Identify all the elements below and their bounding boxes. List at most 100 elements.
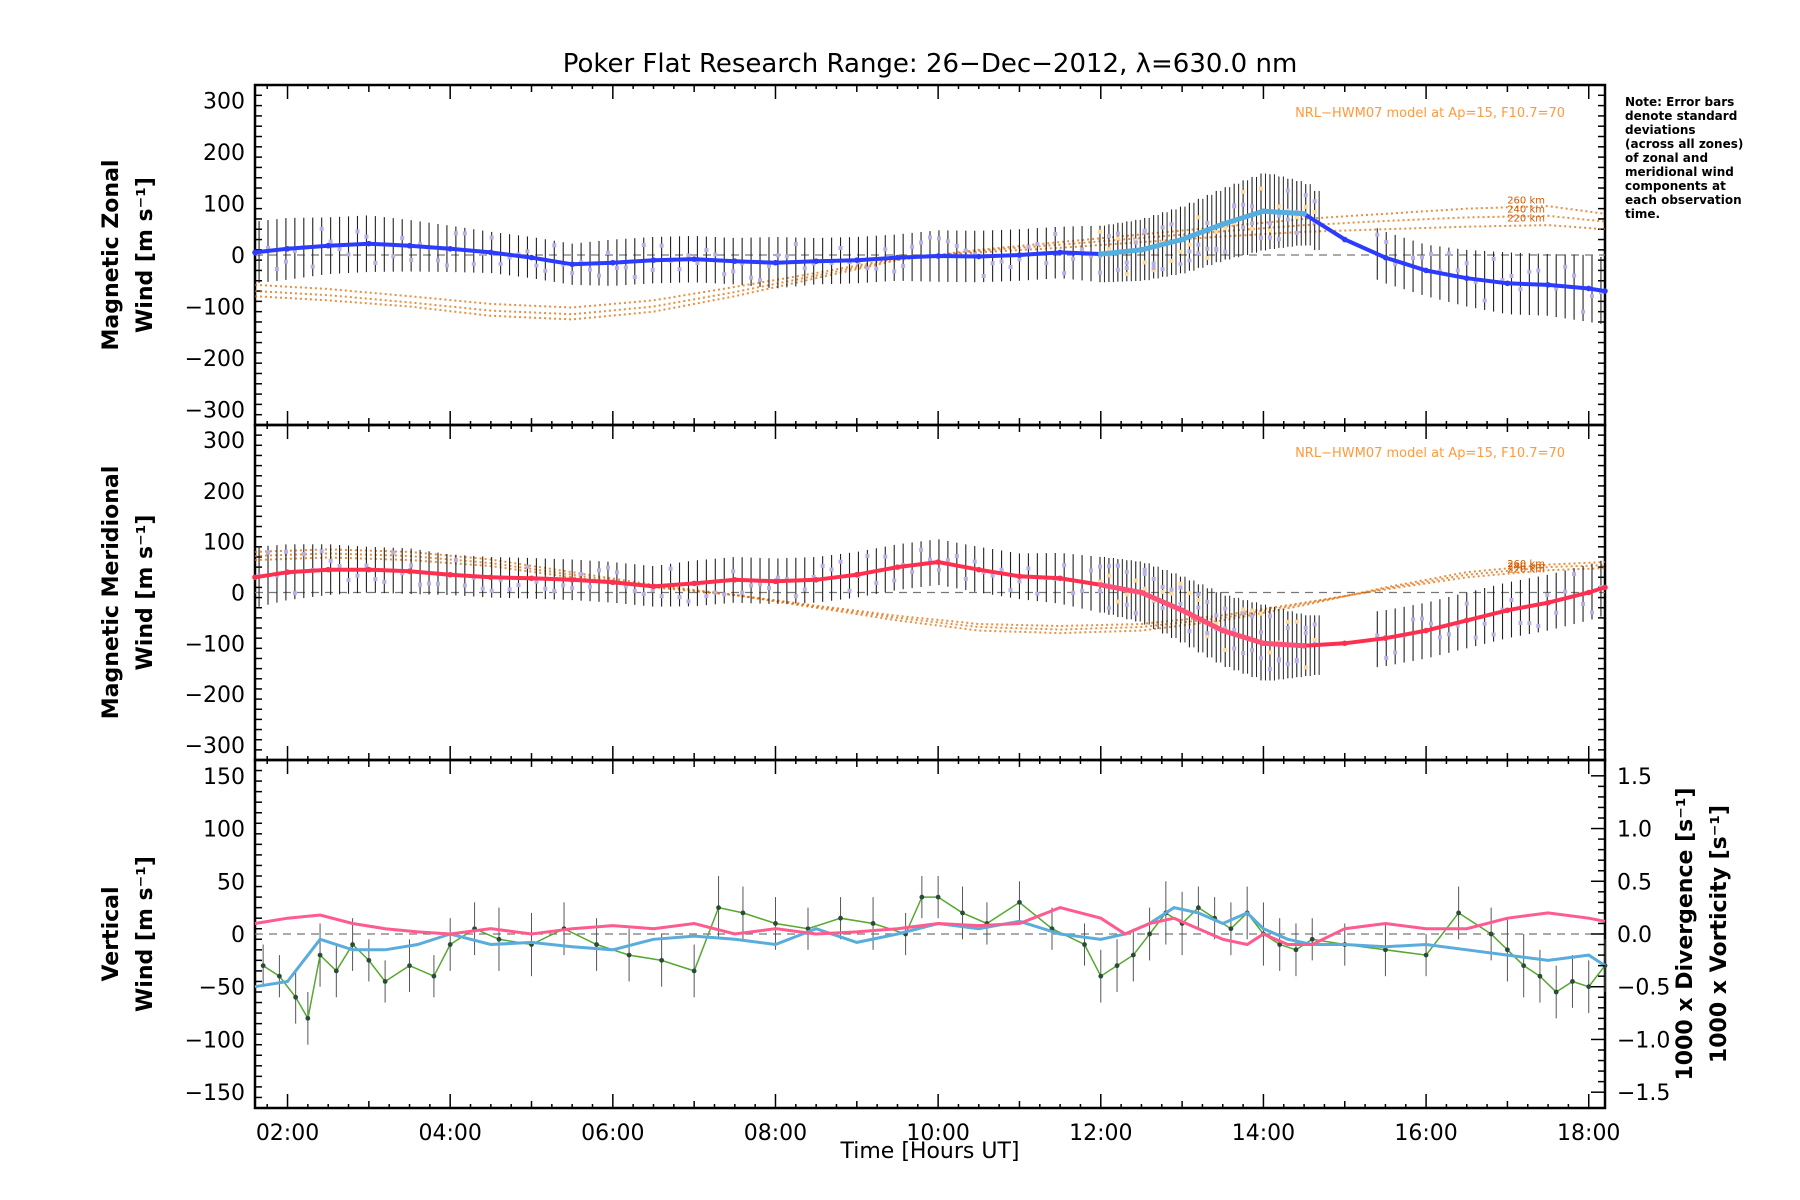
meridional-wind-point <box>1504 607 1511 614</box>
zone-sample <box>597 568 602 573</box>
zone-sample <box>292 249 297 254</box>
x-tick-label: 06:00 <box>581 1121 644 1146</box>
zone-sample <box>963 248 968 253</box>
zone-sample <box>579 572 584 577</box>
zone-sample <box>677 267 682 272</box>
zone-sample <box>1205 599 1210 604</box>
zonal-wind-point <box>284 246 291 252</box>
zone-sample <box>1375 232 1380 237</box>
zone-sample <box>1169 258 1174 263</box>
zone-sample <box>1267 666 1272 671</box>
zone-sample <box>1151 268 1156 273</box>
y-tick-label: 0 <box>231 244 245 269</box>
zone-sample <box>650 588 655 593</box>
zone-sample <box>945 558 950 563</box>
right-y-tick-label: −0.5 <box>1617 976 1670 1001</box>
zone-sample <box>1303 204 1308 209</box>
right-y-tick-label: −1.0 <box>1617 1028 1670 1053</box>
zone-sample <box>1053 231 1058 236</box>
vertical-wind-point <box>1537 973 1543 979</box>
y-tick-label: 0 <box>231 923 245 948</box>
y-tick-label: −100 <box>185 296 245 321</box>
zone-sample <box>1232 628 1237 633</box>
zone-sample <box>373 260 378 265</box>
zone-sample <box>1142 586 1147 591</box>
zone-sample <box>1294 215 1299 220</box>
vertical-wind-point <box>1293 947 1299 953</box>
panel-vertical: 150 100 50 0 −50 −100 −150 Vertical Wind [m s⁻¹]… <box>99 758 1732 1146</box>
zonal-wind-point <box>1602 288 1608 294</box>
meridional-wind-line-dense <box>1100 582 1305 649</box>
zone-sample <box>1196 605 1201 610</box>
y-tick-label: −200 <box>185 683 245 708</box>
vertical-wind-point <box>870 921 876 926</box>
vorticity-line <box>254 906 1606 947</box>
zone-sample <box>1437 635 1442 640</box>
vertical-wind-point <box>1456 910 1462 916</box>
meridional-wind-point <box>447 571 453 578</box>
vertical-wind-point <box>1130 952 1136 958</box>
y-tick-label: −300 <box>185 399 245 424</box>
meridional-wind-point <box>1463 617 1470 624</box>
zone-sample <box>1276 213 1281 218</box>
zone-sample <box>1267 235 1272 240</box>
zone-sample <box>355 573 360 578</box>
right-y-tick-label: 0.5 <box>1617 870 1652 895</box>
zonal-wind-point <box>691 256 697 262</box>
y-tick-label: −200 <box>185 347 245 372</box>
zone-sample <box>1106 247 1111 252</box>
zone-sample <box>1223 648 1228 653</box>
zone-sample <box>1214 230 1219 235</box>
vertical-wind-point <box>1114 963 1120 969</box>
zonal-wind-line-dense <box>1100 208 1305 257</box>
zone-sample <box>1214 613 1219 618</box>
zone-sample <box>1124 265 1129 270</box>
zonal-wind-point <box>894 254 901 261</box>
zone-sample <box>337 563 342 568</box>
zonal-wind-point <box>488 249 494 256</box>
right-y-tick-label: 1.5 <box>1617 765 1652 790</box>
zone-sample <box>1097 564 1102 569</box>
zone-sample <box>802 587 807 592</box>
zone-sample <box>704 248 709 253</box>
zone-sample <box>1455 268 1460 273</box>
y-tick-label: 150 <box>203 765 245 790</box>
zone-sample <box>1250 226 1255 231</box>
zone-sample <box>1276 658 1281 663</box>
zone-sample <box>364 234 369 239</box>
zone-sample <box>570 586 575 591</box>
model-curve-260km <box>254 205 1606 321</box>
zone-sample <box>552 243 557 248</box>
zone-sample <box>1303 665 1308 670</box>
y-tick-label: 200 <box>203 480 245 505</box>
zone-sample <box>1393 262 1398 267</box>
note-line: meridional wind <box>1625 165 1734 179</box>
zone-sample <box>1151 576 1156 581</box>
zonal-wind-point <box>854 257 860 263</box>
panel-meridional: 300 200 100 0 −100 −200 −300 Magnetic Meridiona… <box>99 423 1608 762</box>
meridional-wind-point <box>813 577 819 583</box>
zonal-wind-point <box>1463 275 1470 281</box>
zone-sample <box>310 264 315 269</box>
note-line: each observation <box>1625 193 1742 207</box>
zone-sample <box>1196 242 1201 247</box>
vertical-wind-point <box>1586 984 1592 990</box>
vertical-wind-point <box>305 1015 311 1021</box>
vertical-wind-point <box>1488 931 1494 937</box>
vertical-wind-point <box>1570 979 1575 984</box>
model-altitude-label: 240 km <box>1507 204 1545 215</box>
zone-sample <box>588 584 593 589</box>
zone-sample <box>1178 249 1183 254</box>
zone-sample <box>865 553 870 558</box>
meridional-wind-point <box>1097 582 1104 588</box>
zone-sample <box>1464 601 1469 606</box>
vertical-wind-point <box>594 942 599 947</box>
meridional-wind-point <box>1585 589 1592 596</box>
zone-sample <box>829 567 834 572</box>
vorticity-axis-label: 1000 x Vorticity [s⁻¹] <box>1707 805 1732 1063</box>
zone-sample <box>1080 247 1085 252</box>
model-curve-220km <box>254 556 1606 628</box>
meridional-wind-point <box>569 577 575 583</box>
zone-sample <box>1294 659 1299 664</box>
zonal-wind-point <box>650 257 657 263</box>
